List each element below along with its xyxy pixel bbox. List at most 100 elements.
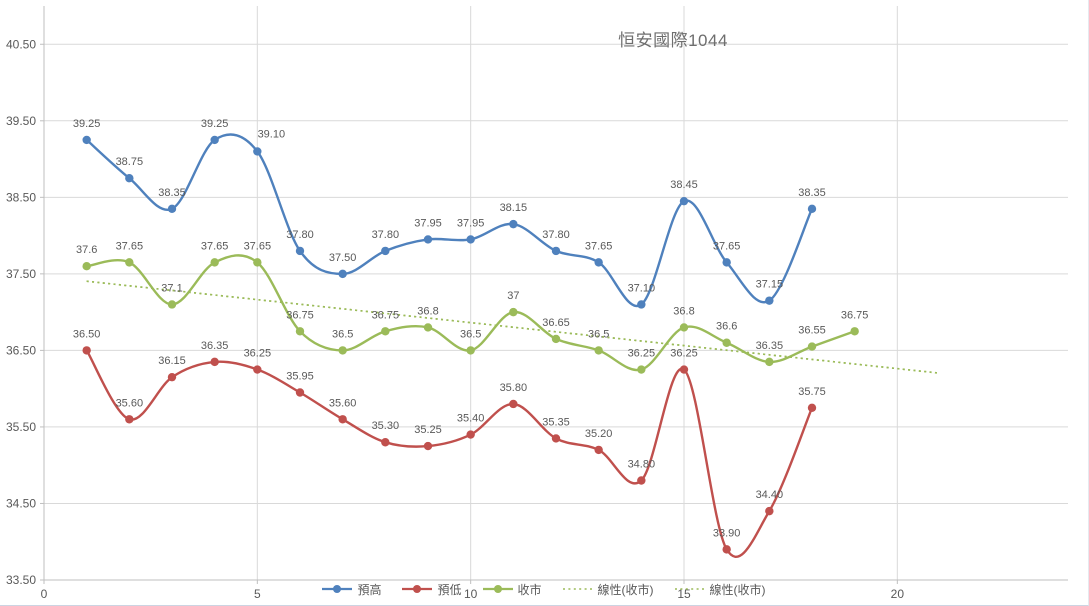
data-point-close-6[interactable] — [295, 327, 305, 336]
data-point-low-1[interactable] — [82, 346, 91, 355]
data-point-close-18[interactable] — [807, 342, 817, 351]
data-point-close-11[interactable] — [509, 307, 518, 317]
data-point-low-10[interactable] — [466, 430, 475, 439]
data-point-low-6[interactable] — [295, 388, 305, 397]
data-label-low-18: 35.75 — [798, 386, 826, 398]
data-point-close-12[interactable] — [551, 334, 561, 344]
data-point-high-8[interactable] — [381, 246, 390, 256]
data-label-high-15: 38.45 — [670, 179, 698, 191]
data-label-high-13: 37.65 — [585, 240, 613, 252]
legend-item-high[interactable]: 預高 — [322, 581, 381, 598]
data-point-close-2[interactable] — [125, 258, 134, 267]
data-point-high-1[interactable] — [82, 135, 91, 145]
data-label-close-15: 36.8 — [673, 305, 694, 317]
data-point-low-4[interactable] — [210, 357, 219, 367]
data-label-low-4: 36.35 — [201, 340, 229, 352]
data-label-close-7: 36.5 — [332, 328, 353, 340]
data-point-close-4[interactable] — [210, 258, 219, 267]
data-point-low-8[interactable] — [381, 438, 390, 447]
y-axis-tick-label: 38.50 — [6, 190, 36, 204]
data-point-low-18[interactable] — [807, 403, 817, 412]
x-axis-tick-label: 0 — [41, 587, 48, 601]
data-point-low-11[interactable] — [509, 399, 518, 409]
x-axis-tick-label: 20 — [891, 587, 905, 601]
data-label-high-8: 37.80 — [372, 229, 400, 241]
series-line-low[interactable] — [85, 349, 814, 558]
legend-item-trend-close-1[interactable]: 線性(收市) — [562, 581, 654, 598]
data-point-close-17[interactable] — [765, 357, 774, 367]
data-label-low-3: 36.15 — [158, 355, 186, 367]
data-point-low-14[interactable] — [637, 476, 646, 485]
data-label-close-2: 37.65 — [116, 240, 144, 252]
data-label-low-1: 36.50 — [73, 328, 101, 340]
data-point-low-5[interactable] — [253, 365, 262, 374]
data-point-low-9[interactable] — [423, 441, 433, 451]
data-point-high-12[interactable] — [551, 246, 561, 256]
data-label-low-9: 35.25 — [414, 424, 442, 436]
data-point-low-15[interactable] — [679, 365, 689, 374]
legend: 預高 預低 收市 線性(收市) 線性(收市) — [0, 580, 1088, 598]
data-point-high-3[interactable] — [167, 204, 177, 214]
data-point-high-17[interactable] — [765, 296, 774, 305]
chart-title[interactable]: 恒安國際1044 — [618, 31, 728, 50]
data-label-low-17: 34.40 — [756, 489, 784, 501]
data-point-close-15[interactable] — [679, 323, 689, 332]
data-label-high-17: 37.15 — [756, 279, 784, 291]
data-point-high-9[interactable] — [423, 235, 433, 244]
data-point-close-16[interactable] — [722, 338, 731, 347]
data-point-low-2[interactable] — [125, 415, 134, 424]
data-point-low-12[interactable] — [551, 434, 561, 443]
data-point-close-13[interactable] — [594, 346, 603, 355]
data-point-close-9[interactable] — [423, 323, 433, 332]
data-label-close-4: 37.65 — [201, 240, 229, 252]
data-point-high-18[interactable] — [807, 204, 817, 214]
series-line-high[interactable] — [85, 133, 814, 308]
data-label-high-9: 37.95 — [414, 217, 442, 229]
data-label-low-10: 35.40 — [457, 413, 485, 425]
data-label-low-11: 35.80 — [500, 382, 528, 394]
data-point-close-14[interactable] — [637, 365, 646, 374]
data-point-high-4[interactable] — [210, 135, 219, 145]
y-axis-tick-label: 35.50 — [6, 420, 36, 434]
data-point-high-2[interactable] — [125, 174, 134, 183]
data-point-low-16[interactable] — [722, 545, 731, 554]
data-point-low-17[interactable] — [765, 506, 774, 516]
gridlines — [44, 6, 1068, 580]
x-axis-tick-label: 5 — [254, 587, 261, 601]
data-point-high-16[interactable] — [722, 258, 731, 267]
data-point-close-5[interactable] — [253, 258, 262, 267]
y-axis-tick-label: 37.50 — [6, 267, 36, 281]
data-point-high-13[interactable] — [594, 258, 603, 267]
data-point-low-13[interactable] — [594, 445, 603, 455]
data-label-close-6: 36.75 — [286, 309, 314, 321]
axis-tick-labels: 40.5039.5038.5037.5036.5035.5034.5033.50… — [6, 37, 904, 601]
y-axis-tick-label: 36.50 — [6, 343, 36, 357]
data-point-high-15[interactable] — [679, 196, 689, 206]
data-point-high-14[interactable] — [637, 300, 646, 309]
data-point-close-3[interactable] — [167, 300, 177, 309]
data-label-high-7: 37.50 — [329, 252, 357, 264]
data-label-close-5: 37.65 — [244, 240, 272, 252]
data-point-high-7[interactable] — [338, 269, 347, 279]
data-point-close-1[interactable] — [82, 262, 91, 271]
data-point-low-3[interactable] — [167, 372, 177, 382]
data-point-high-5[interactable] — [253, 147, 262, 156]
data-label-high-18: 38.35 — [798, 187, 826, 199]
legend-marker-line-dot-icon — [402, 585, 433, 593]
data-label-high-1: 39.25 — [73, 118, 101, 130]
data-point-high-10[interactable] — [466, 235, 475, 244]
data-point-low-7[interactable] — [338, 415, 347, 424]
y-axis-tick-label: 39.50 — [6, 114, 36, 128]
data-point-close-19[interactable] — [850, 327, 859, 336]
data-point-close-10[interactable] — [466, 346, 475, 355]
data-point-high-11[interactable] — [509, 219, 518, 229]
legend-item-close[interactable]: 收市 — [482, 581, 542, 598]
legend-item-low[interactable]: 預低 — [402, 581, 462, 598]
data-point-high-6[interactable] — [295, 246, 305, 256]
data-point-close-8[interactable] — [381, 327, 390, 336]
legend-item-trend-close-2[interactable]: 線性(收市) — [674, 581, 766, 598]
data-label-low-2: 35.60 — [116, 397, 144, 409]
data-point-close-7[interactable] — [338, 346, 347, 355]
